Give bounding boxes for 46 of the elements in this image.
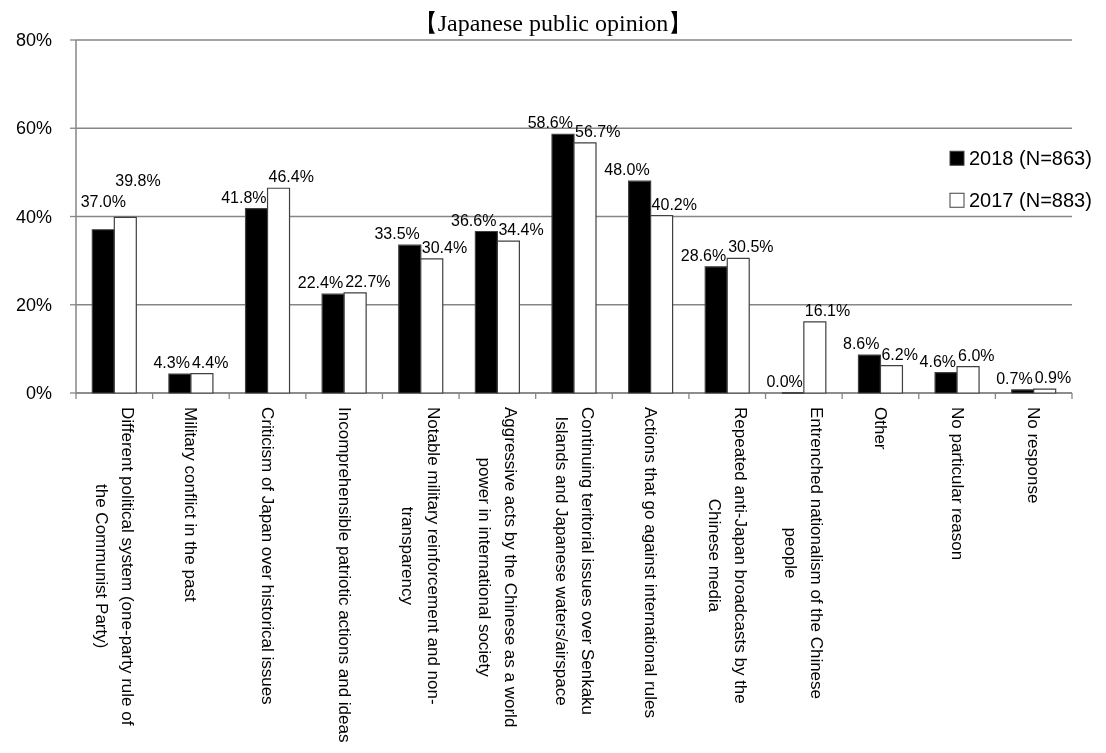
data-label: 0.9% [1034,369,1072,387]
data-label: 0.7% [996,369,1033,387]
data-label: 58.6% [527,114,573,132]
data-label: 33.5% [374,225,420,243]
data-label: 4.4% [191,353,229,371]
x-label: Criticism of Japan over historical issues [258,407,278,705]
data-label: 40.2% [651,195,697,213]
data-label: 8.6% [843,335,880,353]
y-tick-label: 20% [15,294,52,315]
data-label: 48.0% [604,161,650,179]
data-label: 41.8% [221,188,267,206]
data-label: 28.6% [680,246,727,264]
x-label: Repeated anti-Japan broadcasts by the Chinese media [704,407,750,704]
data-label: 16.1% [804,301,851,319]
x-label: Military conflict in the past [181,407,201,602]
data-label: 56.7% [575,122,621,140]
y-tick-label: 0% [26,383,52,403]
data-label: 30.4% [421,238,468,256]
data-label: 22.7% [345,272,391,290]
data-label: 4.6% [919,352,957,370]
data-label: 37.0% [80,192,126,210]
x-label: Continuing teritorial issues over Senkaku Islands and Japanese waters/airspace [551,407,597,716]
data-label: 0.0% [766,373,803,390]
legend-label: 2017 (N=883) [969,189,1092,212]
x-label: Notable military reinforcement and non-transparency [398,407,444,705]
x-label: Actions that go against international rules [641,407,661,718]
data-label: 4.3% [153,354,190,372]
data-label: 36.6% [451,211,497,229]
x-label: No particular reason [947,407,967,561]
y-tick-label: 40% [15,206,52,227]
x-label: Incomprehensible patriotic actions and ideas [334,407,354,743]
y-tick-label: 80% [15,30,52,50]
data-label: 6.0% [958,346,995,364]
x-label: Different political system (one-party rule of the Communist Party) [91,407,137,726]
data-label: 22.4% [297,274,344,292]
data-label: 30.5% [728,238,774,256]
data-label: 34.4% [498,221,544,239]
legend-label: 2018 (N=863) [969,147,1092,170]
title: 【Japanese public opinion】 [413,10,693,36]
x-label: Entrenched nationalism of the Chinese people [781,407,827,699]
data-label: 46.4% [268,168,314,186]
data-label: 6.2% [881,345,918,363]
x-label: No response [1024,407,1044,504]
data-label: 39.8% [115,171,161,189]
y-tick-label: 60% [15,118,52,139]
x-label: Other [870,407,890,450]
